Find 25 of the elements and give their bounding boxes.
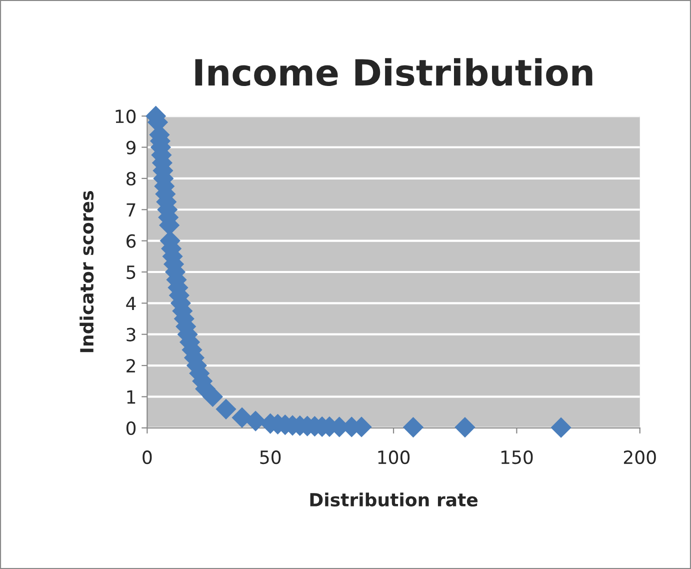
y-tick-label: 7 — [126, 203, 136, 216]
x-tick-label: 200 — [624, 450, 656, 464]
y-tick-label: 0 — [126, 421, 136, 436]
point — [245, 410, 266, 432]
x-tick-label: 100 — [378, 450, 410, 464]
chart-title: Income Distribution — [195, 58, 592, 86]
y-axis-title: Indicator scores — [80, 191, 94, 352]
point — [232, 407, 252, 428]
x-tick-label: 0 — [142, 450, 152, 464]
x-tick-label: 50 — [260, 450, 281, 464]
y-tick-label: 9 — [126, 140, 136, 154]
y-tick-label: 2 — [126, 358, 135, 372]
y-tick-label: 6 — [126, 234, 136, 248]
point — [216, 398, 236, 420]
y-tick-label: 3 — [126, 328, 136, 342]
y-tick-label: 10 — [116, 110, 136, 124]
y-tick-label: 1 — [127, 390, 136, 404]
y-tick-label: 8 — [126, 172, 136, 186]
point — [402, 416, 424, 438]
y-tick-label: 5 — [126, 266, 136, 280]
x-tick-label: 150 — [501, 450, 533, 464]
y-tick-label: 4 — [126, 296, 136, 310]
x-axis-title: Distribution rate — [310, 492, 478, 507]
point — [550, 417, 572, 438]
point — [454, 416, 476, 438]
